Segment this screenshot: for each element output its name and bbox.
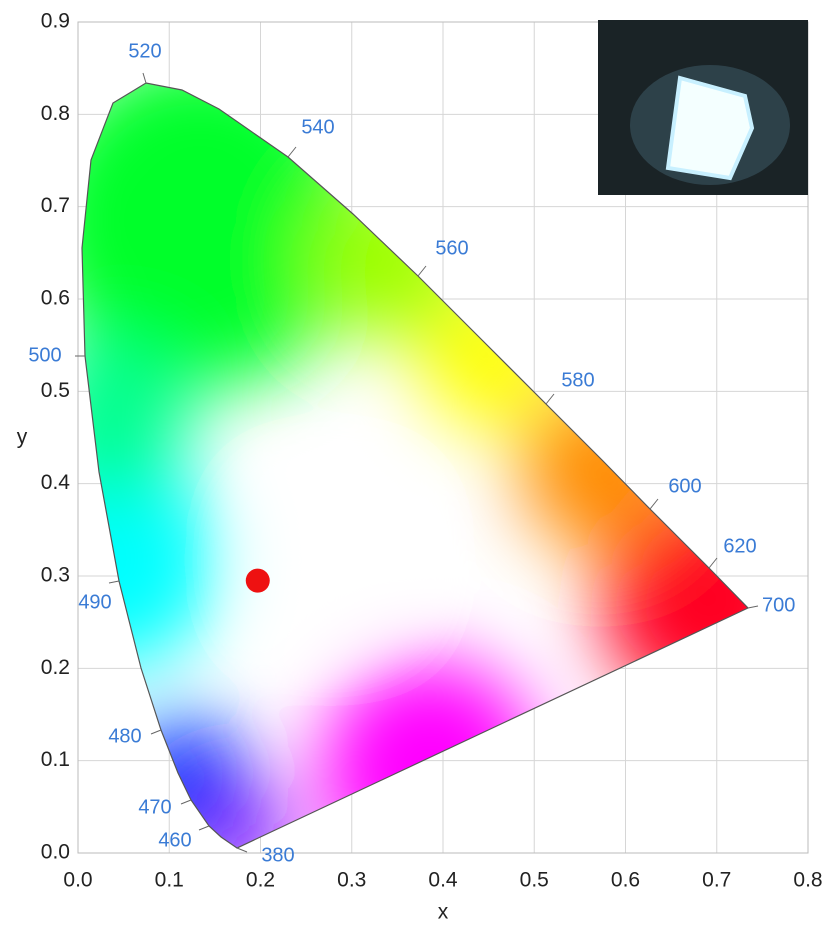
wavelength-tick	[199, 826, 209, 830]
y-tick-label: 0.1	[41, 748, 70, 771]
x-tick-label: 0.3	[337, 869, 366, 892]
y-tick-label: 0.3	[41, 564, 70, 587]
x-tick-label: 0.6	[611, 869, 640, 892]
wavelength-tick	[181, 800, 191, 804]
wavelength-tick	[288, 147, 296, 157]
wavelength-tick	[143, 73, 146, 83]
wavelength-tick	[546, 394, 554, 404]
wavelength-tick	[237, 848, 247, 852]
y-tick-label: 0.2	[41, 656, 70, 679]
wavelength-label: 560	[435, 237, 468, 259]
wavelength-label: 470	[138, 796, 171, 818]
data-point	[246, 569, 270, 593]
wavelength-tick	[709, 558, 717, 568]
wavelength-tick	[748, 606, 758, 608]
wavelength-label: 480	[108, 725, 141, 747]
inset-photo	[598, 20, 808, 195]
y-tick-label: 0.8	[41, 102, 70, 125]
y-tick-label: 0.5	[41, 379, 70, 402]
chart: x y 0.0 0.1 0.2 0.3 0.4 0.5 0.6 0.7 0.8 0.0 0.1 0.2…	[0, 0, 837, 930]
x-tick-label: 0.8	[793, 869, 822, 892]
y-tick-label: 0.7	[41, 194, 70, 217]
x-tick-label: 0.2	[246, 869, 275, 892]
wavelength-label: 540	[301, 116, 334, 138]
x-axis-label: x	[438, 901, 449, 924]
y-axis-label: y	[17, 426, 28, 449]
x-tick-label: 0.1	[155, 869, 184, 892]
wavelength-label: 520	[128, 40, 161, 62]
wavelength-label: 490	[78, 591, 111, 613]
wavelength-label: 580	[561, 369, 594, 391]
y-tick-label: 0.9	[41, 10, 70, 33]
wavelength-label: 500	[28, 344, 61, 366]
wavelength-tick	[650, 499, 658, 509]
wavelength-label: 460	[158, 829, 191, 851]
wavelength-label: 620	[723, 535, 756, 557]
wavelength-label: 600	[668, 475, 701, 497]
wavelength-tick	[418, 266, 426, 276]
wavelength-tick	[151, 730, 161, 734]
x-tick-label: 0.5	[520, 869, 549, 892]
wavelength-label: 700	[762, 594, 795, 616]
wavelength-tick	[109, 581, 119, 583]
wavelength-label: 380	[261, 844, 294, 866]
y-tick-label: 0.0	[41, 841, 70, 864]
x-tick-label: 0.0	[63, 869, 92, 892]
x-tick-label: 0.7	[702, 869, 731, 892]
y-tick-label: 0.4	[41, 471, 71, 494]
x-tick-label: 0.4	[428, 869, 458, 892]
y-tick-label: 0.6	[41, 287, 70, 310]
